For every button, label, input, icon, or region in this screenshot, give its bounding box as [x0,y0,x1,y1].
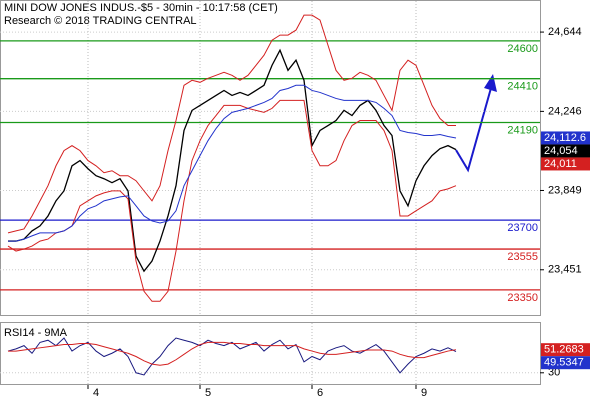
x-tick-label: 6 [317,387,323,399]
y-tick-label: 24,644 [548,26,582,38]
value-marker-label: 24,054 [544,145,578,157]
series-line [7,337,457,376]
level-label: 23555 [507,251,538,263]
y-tick-label: 24,246 [548,105,582,117]
value-marker [541,131,590,145]
level-label: 24600 [507,43,538,55]
value-marker [541,356,590,370]
series-line [8,84,457,242]
projection-arrowhead [484,74,497,92]
value-marker [541,157,590,171]
value-marker-label: 24,112.6 [544,132,586,144]
rsi-frame [0,322,541,385]
rsi-title: RSI14 - 9MA [4,327,68,339]
level-label: 23350 [507,292,538,304]
series-line [8,341,457,366]
series-line [7,14,456,234]
x-tick-label: 5 [205,387,211,399]
value-marker [541,343,590,357]
series-line [7,99,457,302]
x-tick-label: 4 [93,387,99,399]
y-tick-label: 30 [548,367,560,379]
value-marker-label: 49.5347 [544,357,584,369]
value-marker [541,144,590,158]
level-label: 24190 [507,124,538,136]
value-marker-label: 24,011 [544,158,577,170]
x-tick-label: 9 [421,387,427,399]
projection-arrow [455,87,492,173]
series-line [8,48,457,273]
y-tick-label: 23,451 [548,264,582,276]
chart-subtitle: Research © 2018 TRADING CENTRAL [4,15,197,27]
value-marker-label: 51.2683 [544,344,584,356]
level-label: 23700 [507,222,538,234]
level-label: 24410 [507,81,538,93]
main-frame [0,0,541,316]
chart-title: MINI DOW JONES INDUS.-$5 - 30min - 10:17… [4,2,278,14]
y-tick-label: 23,849 [548,184,582,196]
